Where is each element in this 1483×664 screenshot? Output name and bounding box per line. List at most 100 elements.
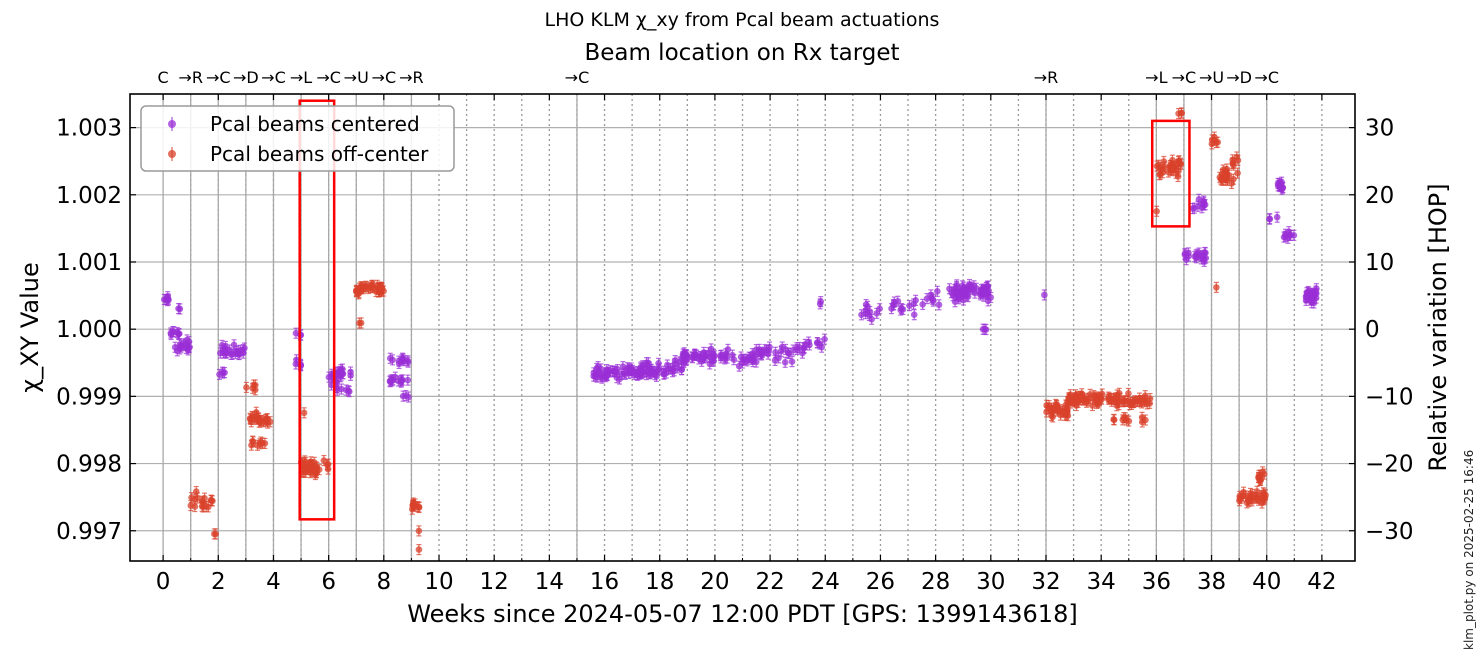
data-point: [591, 372, 599, 380]
data-point: [239, 346, 247, 353]
data-point: [651, 371, 659, 378]
data-point: [1255, 496, 1262, 504]
x-tick-label: 34: [1087, 569, 1116, 595]
data-point: [302, 459, 309, 466]
data-point: [254, 442, 261, 449]
location-change-label: →R: [1034, 68, 1059, 87]
y-tick-label: 1.003: [56, 116, 122, 142]
data-point: [724, 346, 732, 353]
data-point: [1138, 414, 1146, 421]
data-point: [1130, 398, 1138, 406]
data-point: [252, 381, 259, 389]
data-point: [345, 388, 353, 395]
data-point: [956, 288, 964, 295]
location-change-label: →C: [1254, 68, 1279, 87]
data-point: [771, 357, 779, 364]
data-point: [927, 291, 935, 299]
data-point: [695, 355, 703, 363]
location-change-label: →C: [372, 68, 397, 87]
x-tick-label: 0: [156, 569, 171, 595]
data-point: [255, 418, 263, 426]
data-point: [174, 329, 181, 336]
data-point: [772, 348, 779, 356]
data-point: [1091, 393, 1098, 401]
data-point: [1182, 256, 1190, 263]
data-point: [1221, 173, 1228, 180]
data-point: [194, 494, 201, 502]
data-point: [404, 376, 412, 384]
x-tick-label: 12: [480, 569, 509, 595]
data-point: [946, 285, 953, 293]
data-point: [748, 356, 756, 363]
location-change-label: →D: [233, 68, 259, 87]
data-point: [890, 301, 897, 309]
data-point: [1266, 215, 1273, 223]
legend: Pcal beams centered Pcal beams off-center: [140, 105, 455, 172]
x-tick-label: 22: [755, 569, 784, 595]
data-point: [1200, 201, 1208, 209]
x-tick-label: 18: [645, 569, 674, 595]
y-tick-label: 0.999: [56, 384, 122, 410]
data-point: [362, 282, 369, 290]
data-point: [919, 301, 926, 308]
data-point: [1095, 399, 1103, 407]
data-point: [1257, 471, 1264, 479]
y-tick-label: 1.002: [56, 183, 122, 209]
data-point: [766, 343, 773, 351]
data-point: [1125, 390, 1132, 397]
x-tick-label: 26: [866, 569, 895, 595]
data-point: [816, 300, 824, 308]
right-tick-label: −10: [1365, 384, 1414, 410]
y-axis-label-left: χ_XY Value: [16, 262, 44, 393]
highlight-box: [298, 99, 336, 521]
right-tick-label: 30: [1365, 116, 1394, 142]
x-tick-label: 10: [424, 569, 453, 595]
data-point: [386, 377, 394, 385]
data-point: [1208, 136, 1216, 144]
x-tick-label: 2: [211, 569, 226, 595]
data-point: [730, 356, 738, 363]
data-point: [315, 466, 323, 473]
data-point: [781, 358, 789, 366]
data-point: [934, 288, 941, 295]
data-point: [1120, 414, 1128, 421]
data-point: [355, 319, 363, 327]
data-point: [646, 369, 654, 377]
x-tick-label: 40: [1252, 569, 1281, 595]
data-point: [805, 338, 812, 346]
data-point: [386, 354, 394, 362]
location-change-label: →C: [261, 68, 286, 87]
data-point: [415, 503, 423, 511]
data-point: [897, 306, 904, 314]
data-point: [1249, 491, 1256, 498]
x-tick-label: 16: [590, 569, 619, 595]
data-point: [220, 349, 227, 357]
data-point: [864, 303, 871, 310]
data-point: [1041, 291, 1048, 299]
data-point: [402, 392, 410, 399]
data-point: [910, 300, 917, 308]
data-point: [1234, 157, 1242, 164]
chart-suptitle: LHO KLM χ_xy from Pcal beam actuations: [545, 9, 940, 31]
data-point: [1063, 411, 1070, 418]
x-tick-label: 24: [811, 569, 840, 595]
data-point: [740, 355, 747, 363]
data-point: [1121, 397, 1129, 405]
data-point: [292, 329, 300, 337]
x-tick-label: 42: [1307, 569, 1336, 595]
data-point: [876, 305, 883, 313]
data-point: [782, 346, 789, 353]
data-point: [398, 376, 405, 384]
x-tick-label: 36: [1142, 569, 1171, 595]
data-point: [1178, 109, 1185, 117]
data-point: [610, 368, 618, 376]
data-point: [594, 363, 602, 370]
data-point: [415, 546, 423, 553]
data-point: [415, 527, 423, 535]
data-point: [602, 369, 610, 377]
x-tick-label: 6: [321, 569, 336, 595]
data-point: [910, 311, 918, 318]
data-point: [337, 366, 345, 374]
location-change-label: →R: [178, 68, 203, 87]
